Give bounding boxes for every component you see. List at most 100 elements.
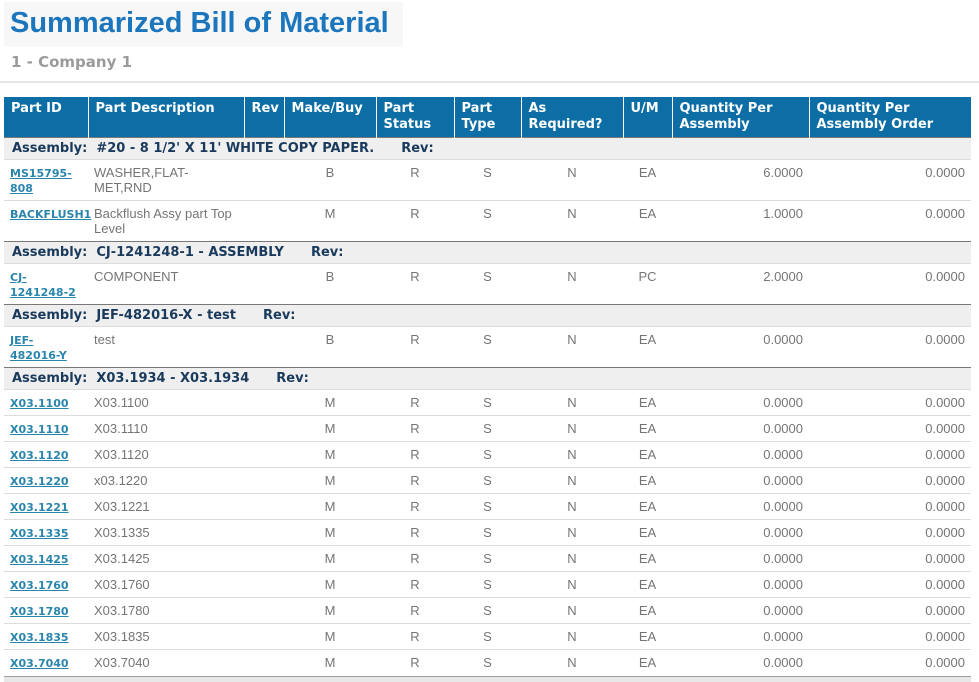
- um-cell: EA: [623, 493, 672, 520]
- qty-per-assembly-order-cell: 0.0000: [809, 597, 971, 624]
- part-status-cell: R: [376, 467, 454, 494]
- qty-per-assembly-cell: 0.0000: [672, 519, 809, 546]
- qty-per-assembly-cell: 0.0000: [672, 597, 809, 624]
- part-row: X03.1835 X03.1835 M R S N EA 0.0000 0.00…: [4, 623, 971, 650]
- part-id-link[interactable]: CJ-1241248-2: [10, 271, 76, 299]
- qty-per-assembly-order-cell: 0.0000: [809, 545, 971, 572]
- as-required-cell: N: [521, 597, 623, 624]
- header-divider: [0, 81, 979, 83]
- as-required-cell: N: [521, 545, 623, 572]
- qty-per-assembly-order-cell: 0.0000: [809, 649, 971, 675]
- make-buy-cell: M: [284, 467, 376, 494]
- part-id-link[interactable]: X03.1120: [10, 449, 69, 462]
- assembly-rev-label: Rev:: [263, 308, 296, 323]
- rev-cell: [244, 389, 284, 416]
- part-type-cell: S: [454, 519, 521, 546]
- rev-cell: [244, 200, 284, 242]
- page-title: Summarized Bill of Material: [4, 2, 403, 47]
- part-type-cell: S: [454, 159, 521, 201]
- assembly-rev-label: Rev:: [276, 371, 309, 386]
- part-description-cell: X03.1221: [88, 493, 244, 520]
- part-id-link[interactable]: X03.1425: [10, 553, 69, 566]
- qty-per-assembly-order-cell: 0.0000: [809, 571, 971, 598]
- part-status-cell: R: [376, 263, 454, 305]
- rev-cell: [244, 545, 284, 572]
- part-id-link[interactable]: MS15795-808: [10, 167, 72, 195]
- part-row: X03.1120 X03.1120 M R S N EA 0.0000 0.00…: [4, 441, 971, 468]
- table-body: Assembly: #20 - 8 1/2' X 11' WHITE COPY P…: [4, 137, 971, 675]
- part-description-cell: X03.1760: [88, 571, 244, 598]
- um-cell: EA: [623, 649, 672, 675]
- um-cell: EA: [623, 326, 672, 368]
- assembly-label: Assembly:: [12, 308, 88, 323]
- part-id-link[interactable]: X03.1220: [10, 475, 69, 488]
- part-type-cell: S: [454, 545, 521, 572]
- part-description-cell: Backflush Assy part Top Level: [88, 200, 244, 242]
- table-header-row: Part ID Part Description Rev Make/Buy Part S…: [4, 97, 971, 138]
- make-buy-cell: B: [284, 159, 376, 201]
- qty-per-assembly-order-cell: 0.0000: [809, 519, 971, 546]
- rev-cell: [244, 623, 284, 650]
- um-cell: EA: [623, 159, 672, 201]
- make-buy-cell: B: [284, 326, 376, 368]
- part-row: X03.1221 X03.1221 M R S N EA 0.0000 0.00…: [4, 493, 971, 520]
- as-required-cell: N: [521, 467, 623, 494]
- make-buy-cell: M: [284, 519, 376, 546]
- part-row: X03.1760 X03.1760 M R S N EA 0.0000 0.00…: [4, 571, 971, 598]
- part-id-link[interactable]: X03.1221: [10, 501, 69, 514]
- make-buy-cell: M: [284, 649, 376, 675]
- part-id-cell: JEF-482016-Y: [4, 326, 88, 368]
- qty-per-assembly-cell: 0.0000: [672, 545, 809, 572]
- part-status-cell: R: [376, 519, 454, 546]
- rev-cell: [244, 441, 284, 468]
- column-header: Part Type: [453, 97, 521, 138]
- part-status-cell: R: [376, 441, 454, 468]
- qty-per-assembly-cell: 0.0000: [672, 389, 809, 416]
- assembly-value: X03.1934 - X03.1934: [96, 371, 250, 386]
- part-status-cell: R: [376, 326, 454, 368]
- rev-cell: [244, 519, 284, 546]
- part-description-cell: X03.1335: [88, 519, 244, 546]
- column-header: Make/Buy: [283, 97, 376, 138]
- part-id-link[interactable]: JEF-482016-Y: [10, 334, 67, 362]
- part-id-link[interactable]: X03.1835: [10, 631, 69, 644]
- make-buy-cell: M: [284, 441, 376, 468]
- part-id-link[interactable]: X03.1110: [10, 423, 69, 436]
- part-id-cell: X03.7040: [4, 649, 88, 675]
- column-header: As Required?: [520, 97, 623, 138]
- column-header: Quantity Per Assembly: [671, 97, 809, 138]
- part-description-cell: COMPONENT: [88, 263, 244, 305]
- part-id-link[interactable]: X03.1780: [10, 605, 69, 618]
- bom-table: Part ID Part Description Rev Make/Buy Part S…: [4, 97, 971, 675]
- um-cell: EA: [623, 467, 672, 494]
- rev-cell: [244, 263, 284, 305]
- make-buy-cell: M: [284, 493, 376, 520]
- part-id-cell: X03.1760: [4, 571, 88, 598]
- qty-per-assembly-cell: 0.0000: [672, 467, 809, 494]
- part-type-cell: S: [454, 441, 521, 468]
- make-buy-cell: M: [284, 200, 376, 242]
- part-type-cell: S: [454, 649, 521, 675]
- as-required-cell: N: [521, 159, 623, 201]
- part-id-link[interactable]: BACKFLUSH1: [10, 208, 92, 221]
- part-row: X03.1100 X03.1100 M R S N EA 0.0000 0.00…: [4, 389, 971, 416]
- um-cell: PC: [623, 263, 672, 305]
- part-status-cell: R: [376, 623, 454, 650]
- part-row: X03.1335 X03.1335 M R S N EA 0.0000 0.00…: [4, 519, 971, 546]
- assembly-value: CJ-1241248-1 - ASSEMBLY: [96, 245, 284, 260]
- part-id-link[interactable]: X03.1760: [10, 579, 69, 592]
- qty-per-assembly-cell: 0.0000: [672, 649, 809, 675]
- rev-cell: [244, 493, 284, 520]
- um-cell: EA: [623, 415, 672, 442]
- part-id-link[interactable]: X03.7040: [10, 657, 69, 670]
- as-required-cell: N: [521, 263, 623, 305]
- qty-per-assembly-order-cell: 0.0000: [809, 441, 971, 468]
- make-buy-cell: M: [284, 571, 376, 598]
- make-buy-cell: M: [284, 545, 376, 572]
- as-required-cell: N: [521, 623, 623, 650]
- um-cell: EA: [623, 545, 672, 572]
- part-id-link[interactable]: X03.1335: [10, 527, 69, 540]
- part-id-link[interactable]: X03.1100: [10, 397, 69, 410]
- rev-cell: [244, 467, 284, 494]
